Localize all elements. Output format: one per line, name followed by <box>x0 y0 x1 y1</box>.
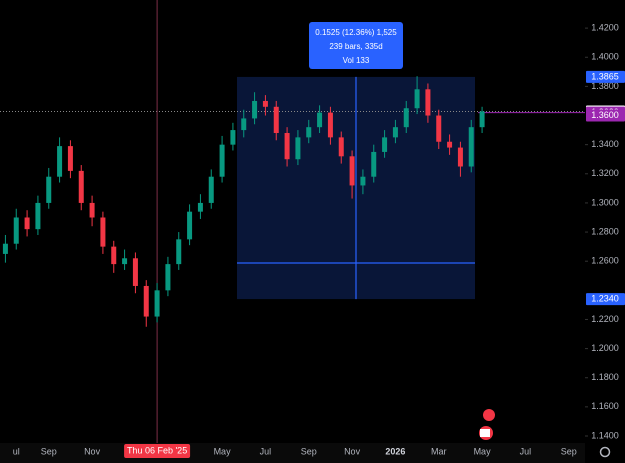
measure-info: 239 bars, 335d <box>329 42 382 51</box>
price-badge <box>586 109 625 122</box>
candle-body <box>403 108 409 128</box>
x-tick-label: May <box>214 446 232 456</box>
x-tick-label: 2026 <box>385 446 405 456</box>
settings-icon[interactable] <box>599 446 611 458</box>
x-tick-label: Sep <box>301 446 317 456</box>
candle-body <box>165 264 171 291</box>
candle-body <box>187 211 193 240</box>
candle-body <box>284 133 290 160</box>
price-badge-label: 1.2340 <box>591 293 619 303</box>
candle-body <box>425 89 431 116</box>
y-tick-label: 1.2800 <box>591 226 619 236</box>
candle-body <box>154 290 160 317</box>
candle-body <box>306 127 312 138</box>
y-tick-label: 1.4000 <box>591 52 619 62</box>
candle-body <box>208 176 214 203</box>
measure-info: 0.1525 (12.36%) 1,525 <box>315 28 397 37</box>
x-tick-label: Sep <box>41 446 57 456</box>
candle-body <box>78 170 84 203</box>
candle-body <box>89 202 95 218</box>
candle-body <box>349 156 355 186</box>
candle-body <box>479 111 485 128</box>
candle-body <box>447 141 453 148</box>
price-badge-label: 1.3600 <box>591 110 619 120</box>
x-tick-label: Mar <box>431 446 447 456</box>
x-tick-label: Sep <box>561 446 577 456</box>
candle-body <box>219 144 225 177</box>
candle-body <box>468 127 474 167</box>
y-tick-label: 1.3200 <box>591 168 619 178</box>
x-tick-label: Nov <box>84 446 101 456</box>
candle-body <box>176 239 182 265</box>
y-tick-label: 1.2000 <box>591 343 619 353</box>
candle-body <box>457 147 463 167</box>
flag-icon <box>480 429 490 437</box>
candle-body <box>111 246 117 265</box>
price-badge <box>586 70 625 83</box>
candle-body <box>230 130 236 145</box>
candle-body <box>100 217 106 247</box>
y-tick-label: 1.1600 <box>591 401 619 411</box>
candle-body <box>13 217 19 244</box>
candle-body <box>317 112 323 128</box>
candle-body <box>273 106 279 134</box>
y-tick-label: 1.2200 <box>591 314 619 324</box>
y-tick-label: 1.4200 <box>591 22 619 32</box>
price-badge-label: 1.3865 <box>591 71 619 81</box>
crosshair-badge <box>124 444 191 458</box>
candle-body <box>57 146 63 177</box>
y-tick-label: 1.3400 <box>591 139 619 149</box>
candle-body <box>2 243 8 254</box>
candle-body <box>143 285 149 317</box>
candle-body <box>327 112 333 138</box>
candle-body <box>371 151 377 177</box>
measure-info-box <box>309 22 403 69</box>
x-tick-label: Nov <box>344 446 361 456</box>
y-tick-label: 1.1800 <box>591 372 619 382</box>
candle-body <box>252 100 258 119</box>
candle-body <box>436 115 442 142</box>
candle-body <box>24 217 30 230</box>
event-flag[interactable] <box>483 409 495 421</box>
x-tick-label: Jul <box>260 446 272 456</box>
candle-body <box>35 202 41 230</box>
gear[interactable] <box>599 446 611 458</box>
x-tick-label: May <box>474 446 492 456</box>
candle-body <box>67 146 73 171</box>
crosshair-label: Thu 06 Feb '25 <box>127 445 187 455</box>
candle-body <box>414 89 420 109</box>
candle-body <box>241 118 247 131</box>
candle-body <box>262 100 268 107</box>
candle-body <box>338 137 344 157</box>
candle-body <box>46 176 52 203</box>
candle-body <box>132 258 138 286</box>
price-badge <box>586 293 625 306</box>
x-tick-label: ul <box>13 446 20 456</box>
y-tick-label: 1.1400 <box>591 430 619 440</box>
candle-body <box>360 176 366 186</box>
candle-body <box>382 137 388 152</box>
y-tick-label: 1.3800 <box>591 81 619 91</box>
candle-body <box>122 258 128 265</box>
candle-body <box>295 137 301 160</box>
y-tick-label: 1.2600 <box>591 256 619 266</box>
x-tick-label: Jul <box>520 446 532 456</box>
measure-info: Vol 133 <box>343 56 370 65</box>
y-tick-label: 1.3000 <box>591 197 619 207</box>
candle-body <box>392 127 398 138</box>
candle-body <box>197 202 203 212</box>
